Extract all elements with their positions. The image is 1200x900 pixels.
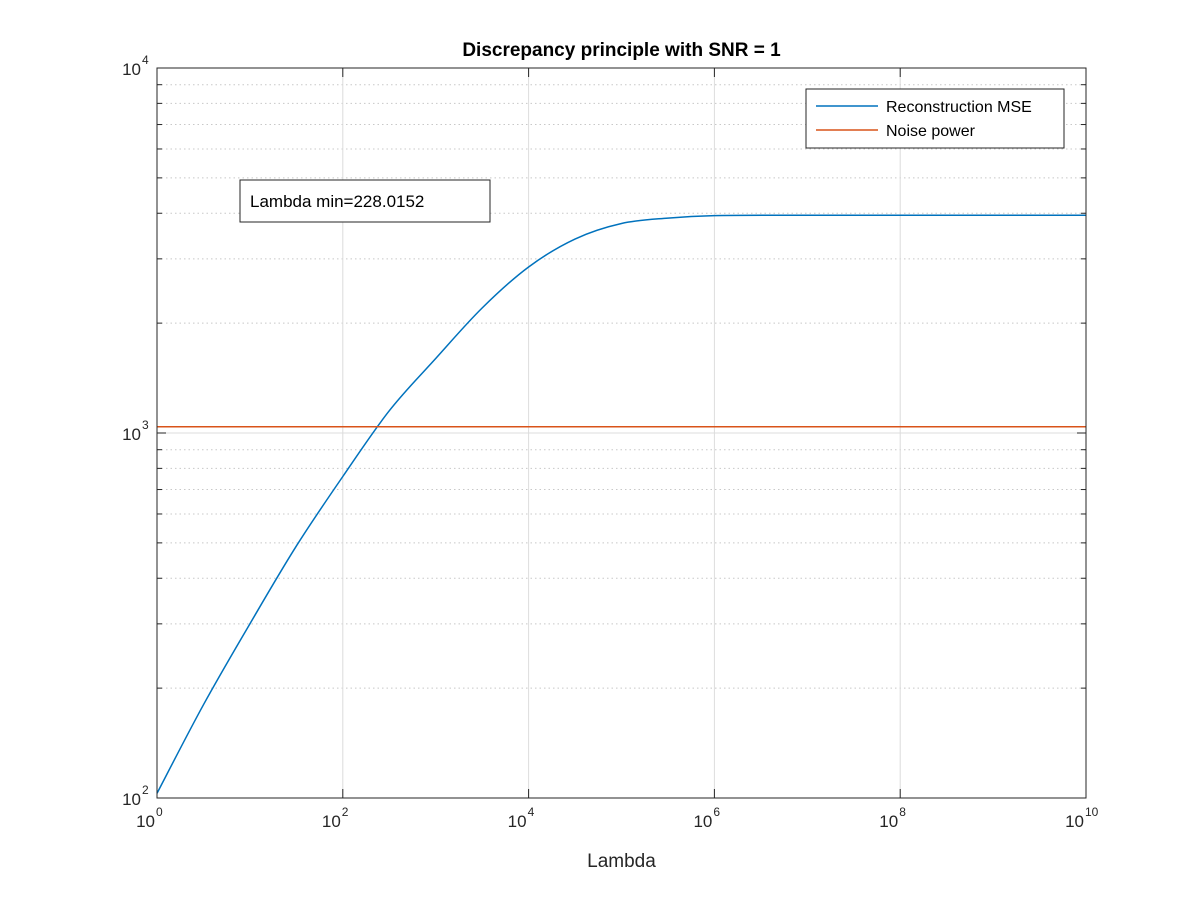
y-tick-label-base: 10: [122, 425, 141, 444]
legend-entry-reconstruction-mse: Reconstruction MSE: [886, 99, 1032, 116]
annotation-box: [239, 179, 491, 223]
x-tick-label-exponent: 6: [713, 805, 720, 819]
x-tick-label-base: 10: [1065, 812, 1084, 831]
y-tick-label: 10 2: [122, 783, 149, 809]
plot-series: [156, 214, 1086, 794]
x-tick-label: 10 2: [322, 805, 349, 831]
x-tick-label-exponent: 4: [528, 805, 535, 819]
x-tick-label: 10 10: [1065, 805, 1099, 831]
legend-box: [805, 88, 1065, 149]
x-tick-label-base: 10: [879, 812, 898, 831]
y-tick-label-exponent: 3: [142, 418, 149, 432]
y-tick-label-exponent: 4: [142, 53, 149, 67]
y-tick-label: 10 3: [122, 418, 149, 444]
x-tick-label-base: 10: [322, 812, 341, 831]
series-line-reconstruction-mse: [156, 214, 1086, 794]
x-tick-label-exponent: 10: [1085, 805, 1099, 819]
x-tick-label-base: 10: [508, 812, 527, 831]
annotation-lambda-min: Lambda min=228.0152: [250, 192, 424, 211]
x-tick-label: 10 8: [879, 805, 906, 831]
x-tick-label-exponent: 0: [156, 805, 163, 819]
legend-entry-noise-power: Noise power: [886, 123, 976, 140]
axis-ticks: [156, 67, 1087, 799]
x-tick-label-base: 10: [693, 812, 712, 831]
y-tick-label-base: 10: [122, 790, 141, 809]
y-tick-label: 10 4: [122, 53, 149, 79]
x-tick-label: 10 4: [508, 805, 535, 831]
legend: Reconstruction MSE Noise power: [805, 88, 1065, 149]
x-tick-label-exponent: 8: [899, 805, 906, 819]
x-tick-label-base: 10: [136, 812, 155, 831]
chart-title: Discrepancy principle with SNR = 1: [462, 40, 781, 61]
x-tick-label-exponent: 2: [342, 805, 349, 819]
x-tick-label: 10 0: [136, 805, 163, 831]
x-tick-label: 10 6: [693, 805, 720, 831]
x-axis-title: Lambda: [587, 851, 656, 872]
y-tick-label-exponent: 2: [142, 783, 149, 797]
annotation: Lambda min=228.0152: [239, 179, 491, 223]
y-tick-label-base: 10: [122, 60, 141, 79]
x-axis-tick-labels: 10 0 10 2 10 4 10 6 10 8 10 10: [136, 805, 1099, 831]
